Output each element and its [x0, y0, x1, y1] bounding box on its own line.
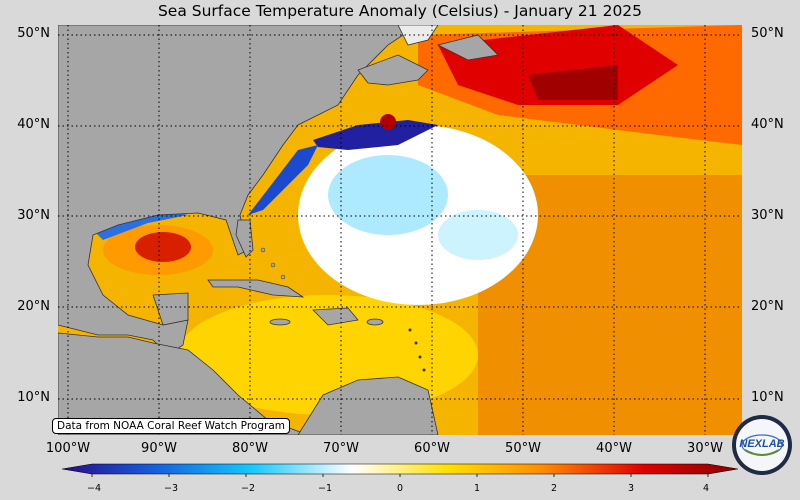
- central-america-land: [58, 332, 309, 435]
- data-credit-label: Data from NOAA Coral Reef Watch Program: [52, 418, 290, 434]
- colorbar-tick-label: 3: [627, 483, 635, 494]
- colorbar-tick-label: 0: [396, 483, 404, 494]
- colorbar-ticks: [91, 474, 709, 477]
- lon-label: 70°W: [323, 441, 359, 456]
- logo-land-arc: [744, 449, 780, 456]
- yucatan-land: [152, 292, 189, 326]
- south-america-land: [297, 376, 439, 435]
- gulf-coast-cold: [93, 210, 188, 240]
- central-cool-patch-2: [438, 210, 518, 260]
- map-canvas: [58, 25, 742, 435]
- jamaica-land: [269, 318, 291, 326]
- lat-label-left: 40°N: [17, 117, 50, 132]
- coastal-cold-anomaly: [248, 145, 318, 215]
- nova-scotia-land: [357, 54, 429, 86]
- colorbar-tick-label: 1: [473, 483, 481, 494]
- colorbar-tick-label: −3: [163, 483, 179, 494]
- newfoundland-land: [436, 34, 499, 61]
- lat-label-right: 40°N: [751, 117, 784, 132]
- colorbar-tick-label: 2: [550, 483, 558, 494]
- map-title: Sea Surface Temperature Anomaly (Celsius…: [157, 2, 643, 20]
- logo-text: NEXLAB: [739, 438, 784, 450]
- antilles-island: [418, 355, 422, 359]
- colorbar: [62, 463, 738, 477]
- antilles-island: [408, 328, 412, 332]
- colorbar-tick-label: 4: [702, 483, 710, 494]
- sst-anomaly-map: [58, 25, 742, 435]
- cuba-land: [207, 279, 305, 298]
- lat-label-left: 10°N: [17, 390, 50, 405]
- lat-label-right: 10°N: [751, 390, 784, 405]
- lon-label: 60°W: [414, 441, 450, 456]
- lon-label: 50°W: [505, 441, 541, 456]
- lat-label-right: 30°N: [751, 208, 784, 223]
- gulf-hot-patch: [135, 232, 191, 262]
- colorbar-tick-label: −2: [240, 483, 256, 494]
- graticule: [58, 25, 742, 435]
- lon-label: 40°W: [596, 441, 632, 456]
- colorbar-gradient: [62, 463, 738, 475]
- antilles-island: [414, 341, 418, 345]
- colorbar-tick-label: −4: [86, 483, 102, 494]
- lat-label-left: 50°N: [17, 26, 50, 41]
- lon-label: 30°W: [687, 441, 723, 456]
- central-cool-patch: [328, 155, 448, 235]
- lon-label: 90°W: [141, 441, 177, 456]
- bahamas-island: [260, 247, 266, 253]
- hispaniola-land: [312, 307, 359, 326]
- antilles-island: [422, 368, 426, 372]
- lat-label-right: 50°N: [751, 26, 784, 41]
- nexlab-logo[interactable]: NEXLAB: [731, 414, 793, 476]
- warm-eddy: [380, 114, 396, 130]
- lat-label-right: 20°N: [751, 299, 784, 314]
- lon-label: 100°W: [45, 441, 91, 456]
- bahamas-island: [280, 274, 286, 280]
- gulf-stream-cold-anomaly: [313, 120, 438, 150]
- lat-label-left: 30°N: [17, 208, 50, 223]
- logo-inner-disc: [736, 419, 788, 471]
- puerto-rico-land: [366, 318, 384, 326]
- bahamas-island: [270, 262, 276, 268]
- north-extreme-region: [528, 65, 618, 100]
- lon-label: 80°W: [232, 441, 268, 456]
- florida-land: [235, 219, 254, 258]
- lat-label-left: 20°N: [17, 299, 50, 314]
- colorbar-tick-label: −1: [317, 483, 333, 494]
